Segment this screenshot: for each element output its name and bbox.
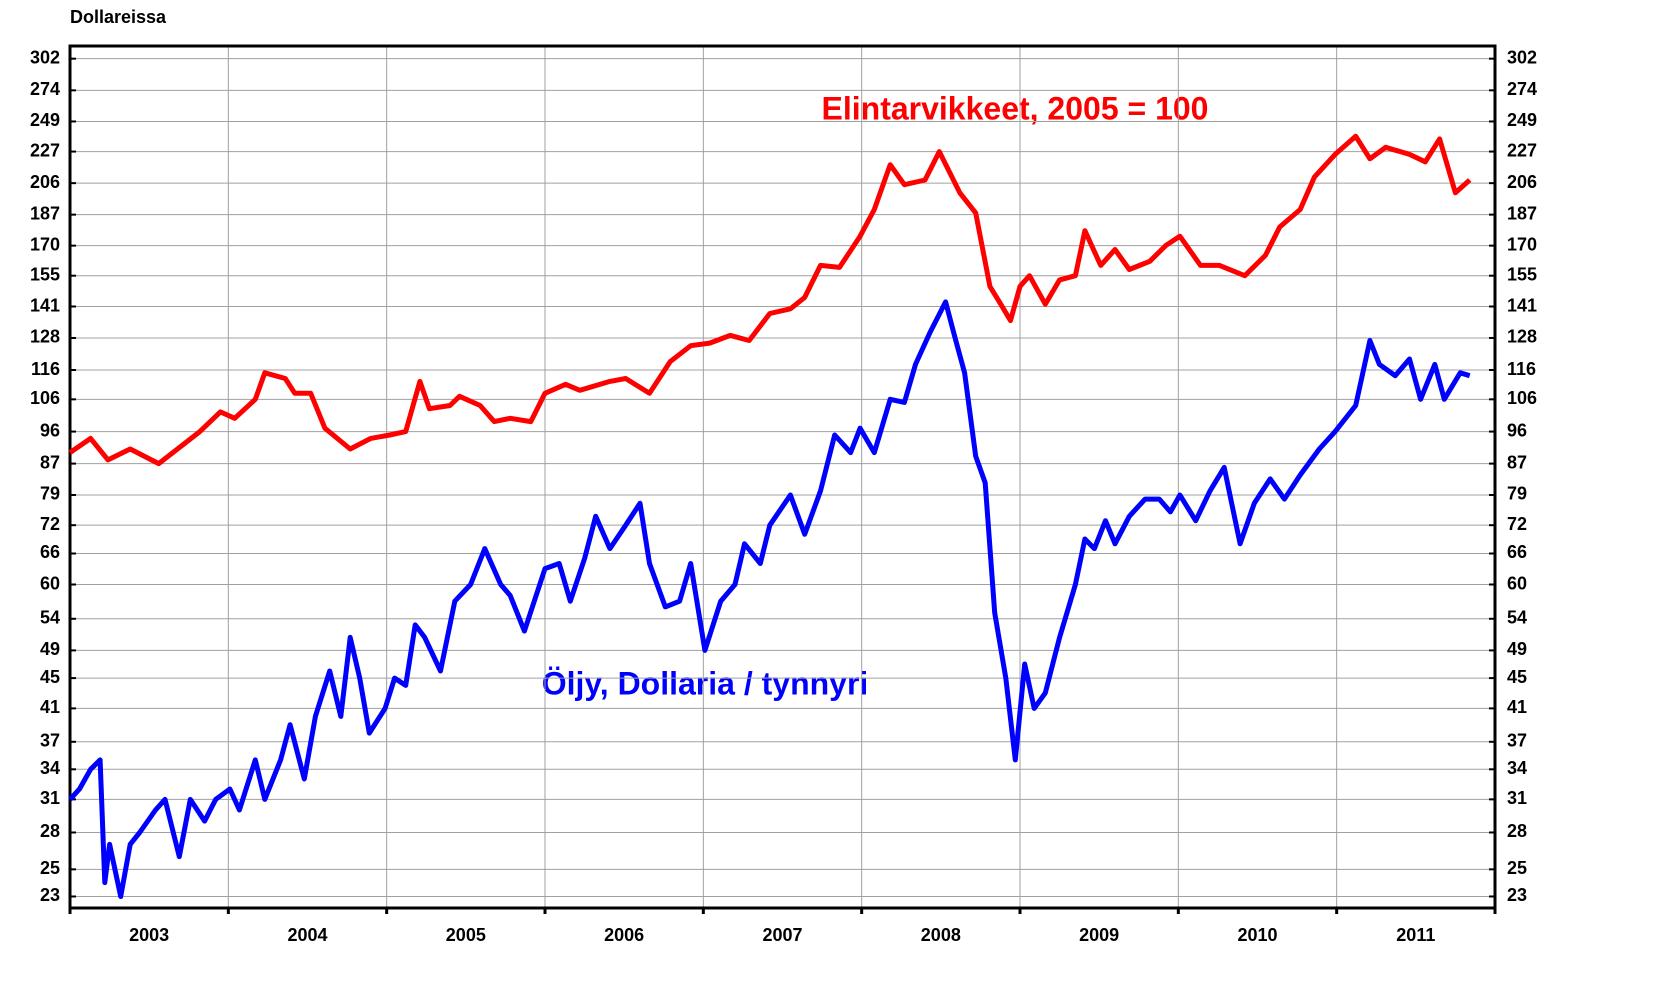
y2-tick-label: 227 (1507, 140, 1537, 160)
y2-tick-label: 87 (1507, 452, 1527, 472)
y-tick-label: 274 (30, 79, 60, 99)
y-tick-label: 54 (40, 608, 60, 628)
x-tick-label: 2004 (287, 925, 327, 945)
y2-tick-label: 45 (1507, 667, 1527, 687)
series-line (68, 299, 1471, 899)
x-tick-label: 2009 (1079, 925, 1119, 945)
y2-tick-label: 66 (1507, 542, 1527, 562)
x-tick-label: 2005 (446, 925, 486, 945)
y2-tick-label: 41 (1507, 697, 1527, 717)
y-unit-label: Dollareissa (70, 7, 167, 27)
y-tick-label: 34 (40, 758, 60, 778)
annotation: Elintarvikkeet, 2005 = 100 (822, 90, 1209, 126)
y-tick-label: 141 (30, 295, 60, 315)
y2-tick-label: 141 (1507, 295, 1537, 315)
y-tick-label: 106 (30, 388, 60, 408)
x-tick-label: 2006 (604, 925, 644, 945)
y-tick-label: 66 (40, 542, 60, 562)
y2-tick-label: 54 (1507, 608, 1527, 628)
y2-tick-label: 170 (1507, 234, 1537, 254)
y2-tick-label: 302 (1507, 47, 1537, 67)
y-tick-label: 128 (30, 327, 60, 347)
annotation: Öljy, Dollaria / tynnyri (542, 665, 869, 701)
x-tick-label: 2003 (129, 925, 169, 945)
y2-tick-label: 206 (1507, 172, 1537, 192)
y-tick-label: 187 (30, 203, 60, 223)
y-tick-label: 37 (40, 731, 60, 751)
y2-tick-label: 116 (1507, 359, 1536, 379)
y2-tick-label: 155 (1507, 264, 1537, 284)
y2-tick-label: 60 (1507, 573, 1527, 593)
y-tick-label: 87 (40, 452, 60, 472)
x-tick-label: 2010 (1237, 925, 1277, 945)
y2-tick-label: 25 (1507, 858, 1527, 878)
y-tick-label: 60 (40, 573, 60, 593)
y2-tick-label: 34 (1507, 758, 1527, 778)
y-tick-label: 302 (30, 47, 60, 67)
y-tick-label: 116 (31, 359, 60, 379)
y-tick-label: 79 (40, 484, 60, 504)
y-tick-label: 170 (30, 234, 60, 254)
y2-tick-label: 23 (1507, 885, 1527, 905)
x-tick-label: 2011 (1396, 925, 1435, 945)
y-tick-label: 41 (40, 697, 60, 717)
y-tick-label: 28 (40, 821, 60, 841)
y2-tick-label: 128 (1507, 327, 1537, 347)
y-tick-label: 23 (40, 885, 60, 905)
x-tick-label: 2007 (762, 925, 802, 945)
plot-frame (68, 44, 1497, 910)
y2-tick-label: 274 (1507, 79, 1537, 99)
y2-tick-label: 49 (1507, 639, 1527, 659)
y-tick-label: 227 (30, 140, 60, 160)
y-tick-label: 96 (40, 420, 60, 440)
y-tick-label: 155 (30, 264, 60, 284)
y-tick-label: 45 (40, 667, 60, 687)
y-tick-label: 249 (30, 110, 60, 130)
y-tick-label: 49 (40, 639, 60, 659)
y-tick-label: 25 (40, 858, 60, 878)
y2-tick-label: 31 (1507, 788, 1527, 808)
y2-tick-label: 79 (1507, 484, 1527, 504)
x-tick-label: 2008 (921, 925, 961, 945)
y-tick-label: 206 (30, 172, 60, 192)
y2-tick-label: 187 (1507, 203, 1537, 223)
y2-tick-label: 96 (1507, 420, 1527, 440)
y2-tick-label: 28 (1507, 821, 1527, 841)
y2-tick-label: 72 (1507, 514, 1527, 534)
y2-tick-label: 249 (1507, 110, 1537, 130)
series-line (68, 133, 1472, 467)
y-tick-label: 31 (40, 788, 60, 808)
y2-tick-label: 106 (1507, 388, 1537, 408)
y2-tick-label: 37 (1507, 731, 1527, 751)
y-tick-label: 72 (40, 514, 60, 534)
